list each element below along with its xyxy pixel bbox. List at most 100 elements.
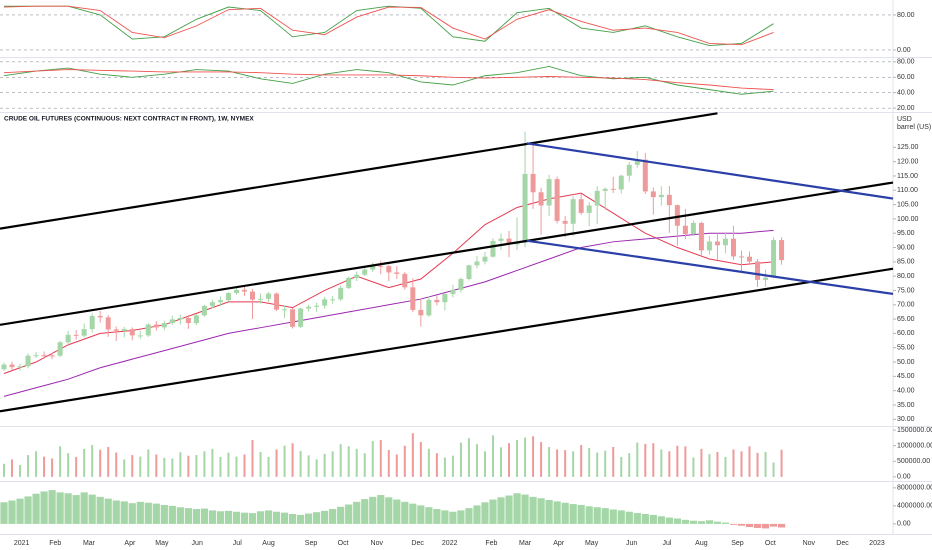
histogram-bar — [585, 506, 593, 524]
candle-body — [602, 188, 608, 191]
x-tick-label: 2021 — [14, 540, 30, 547]
histogram-bar — [272, 511, 281, 524]
volume-bar — [187, 455, 190, 477]
volume-bar — [588, 447, 591, 477]
histogram-bar — [545, 500, 553, 524]
volume-bar — [427, 448, 430, 477]
histogram-bar — [128, 503, 136, 524]
candle-body — [217, 300, 223, 303]
volume-bar — [235, 456, 238, 477]
volume-bar — [171, 458, 174, 477]
candle-body — [378, 265, 384, 267]
volume-bar — [732, 449, 735, 477]
volume-bar — [91, 445, 94, 477]
histogram-bar — [657, 516, 665, 524]
volume-bar — [516, 440, 519, 477]
histogram-bar — [152, 503, 160, 524]
histogram-bar — [537, 498, 545, 524]
volume-bar — [51, 458, 54, 477]
histogram-bar — [401, 501, 409, 524]
candle-body — [169, 319, 175, 324]
histogram-bar — [32, 493, 40, 524]
candle-body — [193, 315, 199, 324]
histogram-bar — [737, 523, 746, 526]
x-tick-label: Apr — [124, 540, 136, 547]
histogram-bar — [553, 501, 561, 524]
histogram-bar — [136, 501, 144, 524]
x-tick-label: Aug — [262, 540, 275, 547]
volume-bar — [307, 455, 310, 477]
volume-bar — [283, 445, 286, 477]
volume-bar — [291, 443, 294, 477]
histogram-bar — [569, 504, 577, 524]
histogram-bar — [505, 495, 513, 524]
candle-body — [314, 305, 320, 307]
candle-body — [690, 222, 696, 235]
candle-body — [482, 256, 488, 262]
candle-body — [362, 269, 368, 275]
x-tick-label: Sep — [305, 540, 318, 547]
candle-body — [41, 355, 47, 357]
volume-bar — [339, 444, 342, 477]
y-tick-label: 20.00 — [897, 105, 915, 112]
volume-bar — [467, 438, 470, 477]
histogram-bar — [529, 496, 537, 524]
volume-bar — [227, 452, 230, 477]
x-tick-label: Apr — [553, 540, 565, 547]
trend-line — [526, 142, 894, 200]
histogram-bar — [409, 503, 417, 524]
histogram-bar — [433, 509, 441, 524]
volume-bar — [700, 448, 703, 477]
candle-body — [209, 302, 215, 306]
candle-body — [426, 299, 432, 316]
y-tick-label: 60.00 — [897, 330, 915, 337]
histogram-bar — [673, 518, 681, 524]
candle-body — [410, 287, 416, 310]
y-tick-label: 80.00 — [897, 273, 915, 280]
candle-body — [282, 309, 288, 311]
volume-bar — [371, 441, 374, 477]
volume-bar — [123, 459, 126, 477]
histogram-bar — [481, 502, 489, 524]
y-tick-label: 0.00 — [897, 47, 911, 54]
y-tick-label: 100.00 — [897, 216, 919, 223]
candle-body — [682, 225, 688, 235]
volume-bar — [203, 451, 206, 477]
volume-bar — [11, 459, 14, 477]
candle-body — [458, 279, 464, 290]
volume-bar — [379, 440, 382, 477]
candle-body — [25, 355, 31, 367]
candle-body — [33, 355, 39, 357]
histogram-bar — [641, 513, 649, 524]
volume-bar — [147, 449, 150, 477]
candle-body — [755, 261, 761, 280]
histogram-bar — [112, 500, 120, 524]
candle-body — [105, 317, 111, 330]
x-tick-label: Dec — [411, 540, 424, 547]
y-tick-label: 30.00 — [897, 416, 915, 423]
candle-body — [498, 238, 504, 241]
volume-bar — [532, 436, 535, 477]
y-tick-label: 55.00 — [897, 345, 915, 352]
candle-body — [642, 159, 648, 192]
candle-body — [81, 329, 87, 336]
candle-body — [738, 256, 744, 258]
histogram-bar — [697, 521, 706, 524]
candle-body — [434, 299, 440, 303]
histogram-bar — [385, 497, 393, 524]
y-tick-label: 90.00 — [897, 244, 915, 251]
histogram-bar — [681, 519, 689, 524]
candle-body — [185, 317, 191, 324]
candle-body — [258, 298, 264, 300]
histogram-bar — [721, 522, 730, 524]
histogram-bar — [473, 505, 481, 524]
y-tick-label: 4000000.00 — [897, 503, 932, 510]
histogram-bar — [689, 520, 697, 524]
x-tick-label: 2022 — [442, 540, 458, 547]
y-tick-label: 40.00 — [897, 387, 915, 394]
histogram-bar — [417, 505, 425, 524]
candle-body — [89, 315, 95, 330]
histogram-bar — [305, 513, 313, 524]
histogram-bar — [513, 493, 521, 524]
histogram-bar — [377, 495, 385, 524]
